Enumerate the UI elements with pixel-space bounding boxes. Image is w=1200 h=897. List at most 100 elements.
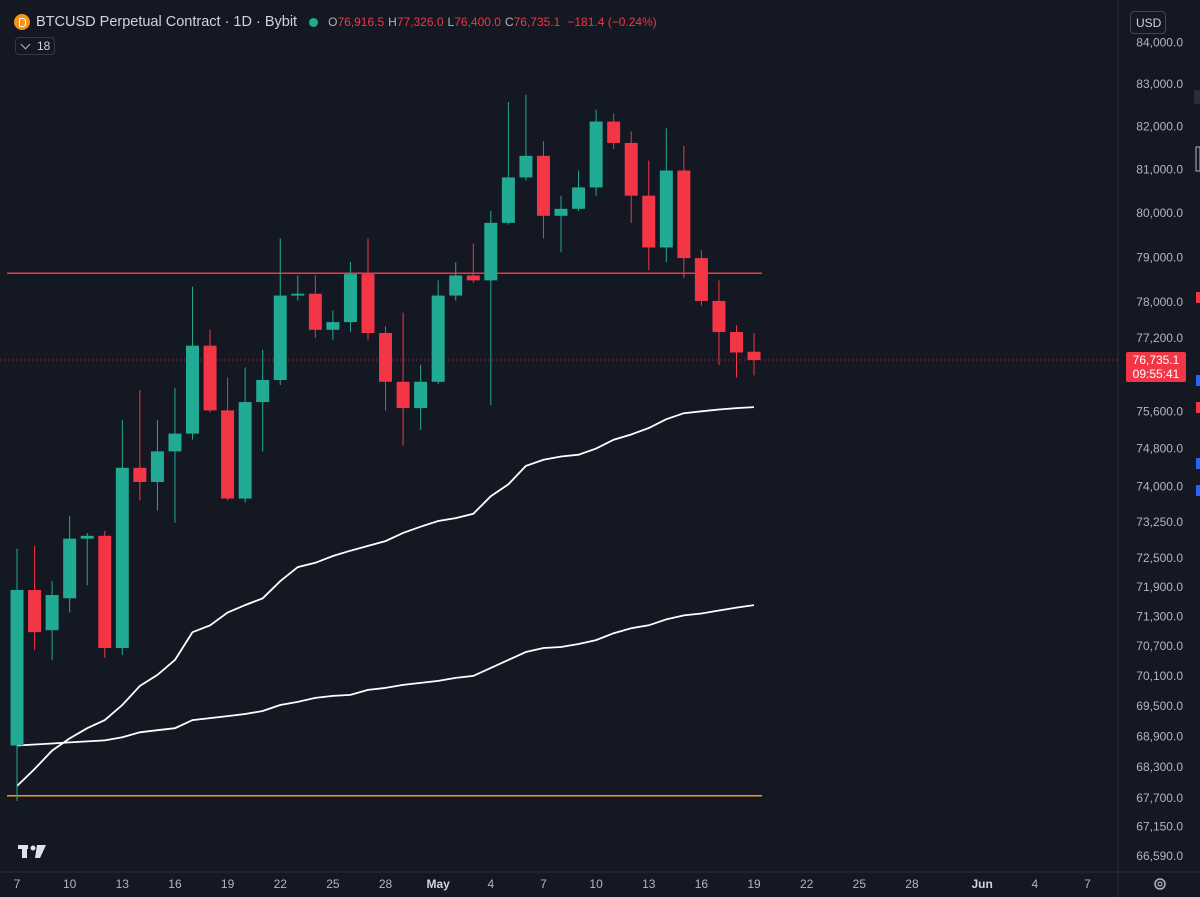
candle-body bbox=[519, 155, 533, 178]
candle-body bbox=[203, 345, 217, 411]
side-marker bbox=[1196, 402, 1200, 413]
y-tick-label: 66,590.0 bbox=[1136, 849, 1183, 863]
candle-body bbox=[730, 332, 743, 353]
watermark-logo bbox=[18, 845, 46, 858]
candle-body bbox=[536, 155, 550, 216]
countdown-label: 09:55:41 bbox=[1132, 367, 1180, 382]
y-tick-label: 73,250.0 bbox=[1136, 515, 1183, 529]
candle-body bbox=[607, 121, 621, 143]
x-tick-label: 28 bbox=[905, 877, 919, 891]
symbol-icon bbox=[14, 14, 30, 30]
side-handle bbox=[1194, 90, 1200, 104]
y-tick-label: 68,900.0 bbox=[1136, 730, 1183, 744]
candle-body bbox=[694, 258, 708, 301]
ohlc-value: 76,400.0 bbox=[454, 15, 501, 29]
y-tick-label: 80,000.0 bbox=[1136, 206, 1183, 220]
side-handle bbox=[1195, 146, 1200, 172]
candle-body bbox=[45, 595, 59, 631]
symbol-title[interactable]: BTCUSD Perpetual Contract · 1D · Bybit bbox=[36, 14, 298, 30]
ohlc-value: 77,326.0 bbox=[396, 15, 444, 29]
candle-body bbox=[291, 293, 305, 296]
y-tick-label: 83,000.0 bbox=[1136, 77, 1183, 91]
candle-body bbox=[343, 274, 357, 323]
x-tick-label: 19 bbox=[747, 877, 761, 891]
x-tick-label: 4 bbox=[487, 877, 494, 891]
y-tick-label: 68,300.0 bbox=[1136, 760, 1183, 774]
candle-body bbox=[186, 345, 199, 434]
indicators-toggle[interactable]: 18 bbox=[15, 37, 55, 55]
ohlc-key: L bbox=[447, 15, 455, 29]
candle-body bbox=[414, 381, 428, 409]
candle-body bbox=[256, 379, 270, 403]
candle-body bbox=[150, 451, 164, 482]
ohlc-value: 76,916.5 bbox=[337, 15, 385, 29]
y-tick-label: 79,000.0 bbox=[1136, 250, 1183, 264]
candle-body bbox=[80, 535, 94, 539]
x-tick-label: 10 bbox=[589, 877, 603, 891]
y-tick-label: 71,300.0 bbox=[1136, 610, 1183, 624]
x-tick-label: 13 bbox=[642, 877, 656, 891]
candle-body bbox=[642, 195, 656, 248]
ohlc-value: 76,735.1 bbox=[513, 15, 561, 29]
y-tick-label: 74,800.0 bbox=[1136, 442, 1183, 456]
currency-label: USD bbox=[1136, 15, 1162, 30]
x-tick-label: 7 bbox=[14, 877, 21, 891]
candle-body bbox=[308, 293, 322, 330]
candle-body bbox=[133, 467, 147, 482]
x-tick-label: 19 bbox=[221, 877, 235, 891]
candle-body bbox=[396, 381, 410, 409]
ohlc-key: O bbox=[328, 15, 338, 29]
x-tick-label: 16 bbox=[695, 877, 709, 891]
candle-body bbox=[449, 275, 463, 296]
candle-body bbox=[326, 322, 340, 330]
side-marker bbox=[1196, 292, 1200, 303]
x-tick-label: 25 bbox=[326, 877, 340, 891]
y-tick-label: 67,700.0 bbox=[1136, 791, 1183, 805]
y-tick-label: 84,000.0 bbox=[1136, 35, 1183, 49]
x-tick-label: 28 bbox=[379, 877, 393, 891]
side-marker bbox=[1196, 485, 1200, 496]
currency-button[interactable]: USD bbox=[1130, 11, 1166, 34]
y-tick-label: 72,500.0 bbox=[1136, 551, 1183, 565]
candle-body bbox=[28, 589, 42, 633]
y-tick-label: 81,000.0 bbox=[1136, 163, 1183, 177]
candle-body bbox=[115, 467, 129, 648]
last-price-box: 76,735.1 09:55:41 bbox=[1126, 352, 1186, 383]
candle-body bbox=[712, 300, 726, 333]
candle-body bbox=[501, 177, 515, 223]
candle-body bbox=[659, 170, 673, 248]
x-tick-label: 10 bbox=[63, 877, 77, 891]
candle-body bbox=[466, 275, 480, 281]
candle-body bbox=[168, 433, 182, 452]
x-tick-label: 16 bbox=[168, 877, 182, 891]
market-status bbox=[309, 17, 319, 27]
y-tick-label: 70,700.0 bbox=[1136, 639, 1183, 653]
moving-average bbox=[16, 604, 755, 747]
price-change: −181.4 (−0.24%) bbox=[567, 15, 657, 29]
candle-body bbox=[554, 208, 568, 216]
candle-body bbox=[238, 402, 252, 499]
moving-average bbox=[16, 406, 755, 787]
candle-body bbox=[572, 187, 586, 209]
side-marker bbox=[1196, 458, 1200, 469]
candle-body bbox=[63, 538, 77, 599]
candle-body bbox=[379, 332, 393, 382]
candle-body bbox=[221, 410, 235, 499]
candle-body bbox=[10, 589, 24, 746]
x-tick-label: 25 bbox=[853, 877, 867, 891]
indicator-count: 18 bbox=[37, 39, 51, 53]
y-tick-label: 71,900.0 bbox=[1136, 580, 1183, 594]
candle-body bbox=[747, 351, 761, 361]
x-tick-label: 13 bbox=[116, 877, 130, 891]
candle-body bbox=[273, 295, 287, 380]
ohlc-key: H bbox=[388, 15, 397, 29]
y-tick-label: 82,000.0 bbox=[1136, 120, 1183, 134]
settings-icon[interactable] bbox=[1154, 878, 1166, 890]
candle-body bbox=[431, 295, 445, 382]
candle-body bbox=[98, 535, 112, 648]
x-tick-label: 22 bbox=[274, 877, 288, 891]
last-price-label: 76,735.1 bbox=[1132, 353, 1180, 368]
ohlc-key: C bbox=[504, 15, 514, 29]
y-tick-label: 67,150.0 bbox=[1136, 820, 1183, 834]
